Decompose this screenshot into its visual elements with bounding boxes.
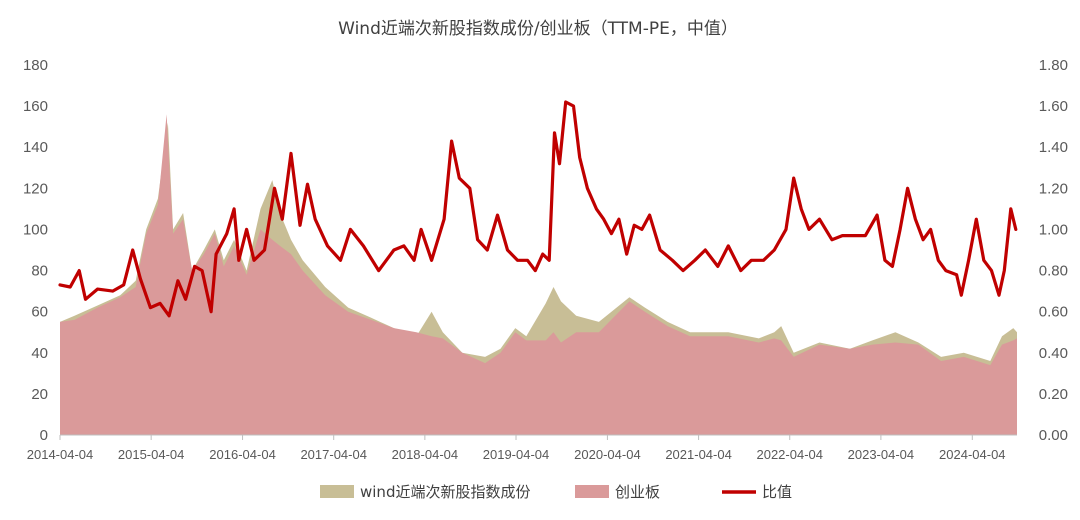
x-tick-label: 2024-04-04 [939, 447, 1006, 462]
legend-swatch [575, 485, 609, 498]
y-right-tick-label: 1.20 [1039, 180, 1068, 197]
y-left-tick-label: 120 [23, 180, 48, 197]
legend-label: wind近端次新股指数成份 [360, 483, 530, 501]
y-left-tick-label: 80 [31, 263, 48, 280]
x-tick-label: 2017-04-04 [300, 447, 367, 462]
y-right-tick-label: 0.20 [1039, 386, 1068, 403]
legend: wind近端次新股指数成份 创业板 比值 [320, 483, 792, 501]
y-right-tick-label: 1.40 [1039, 139, 1068, 156]
plot-lines [58, 100, 1018, 318]
x-tick-label: 2016-04-04 [209, 447, 276, 462]
plot-areas [60, 114, 1017, 436]
y-left-tick-label: 100 [23, 221, 48, 238]
y-right-tick-label: 0.00 [1039, 427, 1068, 444]
y-left-tick-label: 180 [23, 57, 48, 74]
chart-title: Wind近端次新股指数成份/创业板（TTM-PE，中值） [338, 19, 738, 39]
axes: 0 20 40 60 80 100 120 140 160 180 0.00 0.20 0.40 0.60… [23, 57, 1068, 462]
area-series-1 [60, 114, 1017, 436]
y-right-tick-label: 1.00 [1039, 221, 1068, 238]
x-tick-label: 2015-04-04 [118, 447, 185, 462]
y-left-tick-label: 140 [23, 139, 48, 156]
legend-label: 创业板 [615, 483, 660, 501]
y-left-tick-label: 160 [23, 98, 48, 115]
x-tick-label: 2022-04-04 [756, 447, 823, 462]
y-right-tick-label: 0.80 [1039, 263, 1068, 280]
x-tick-label: 2014-04-04 [27, 447, 94, 462]
y-right-tick-label: 1.60 [1039, 98, 1068, 115]
y-right-tick-label: 0.40 [1039, 345, 1068, 362]
x-tick-label: 2019-04-04 [483, 447, 550, 462]
y-right-tick-label: 0.60 [1039, 304, 1068, 321]
y-left-tick-label: 0 [40, 427, 48, 444]
x-tick-label: 2023-04-04 [848, 447, 915, 462]
legend-label: 比值 [762, 483, 792, 501]
x-tick-label: 2018-04-04 [392, 447, 459, 462]
legend-swatch [320, 485, 354, 498]
y-left-tick-label: 20 [31, 386, 48, 403]
x-tick-label: 2020-04-04 [574, 447, 641, 462]
line-series-2 [58, 100, 1018, 318]
y-left-tick-label: 60 [31, 304, 48, 321]
y-left-tick-label: 40 [31, 345, 48, 362]
x-tick-label: 2021-04-04 [665, 447, 732, 462]
y-right-tick-label: 1.80 [1039, 57, 1068, 74]
